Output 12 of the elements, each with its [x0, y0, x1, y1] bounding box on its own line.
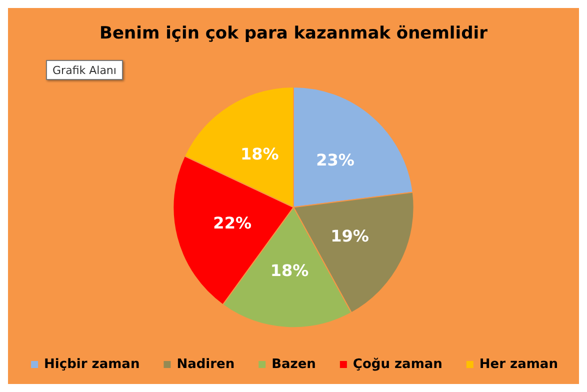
- data-label: 22%: [213, 213, 252, 232]
- chart-title: Benim için çok para kazanmak önemlidir: [100, 24, 488, 44]
- legend-label: Çoğu zaman: [352, 357, 442, 372]
- legend-label: Her zaman: [479, 357, 558, 372]
- data-label: 18%: [240, 144, 279, 164]
- text: Grafik Alanı: [52, 64, 116, 77]
- legend-label: Hiçbir zaman: [44, 357, 140, 372]
- legend-label: Bazen: [272, 357, 316, 372]
- data-label: 19%: [330, 226, 369, 246]
- data-label: 23%: [316, 150, 354, 170]
- data-label: 18%: [270, 260, 309, 280]
- legend-label: Nadiren: [176, 357, 235, 372]
